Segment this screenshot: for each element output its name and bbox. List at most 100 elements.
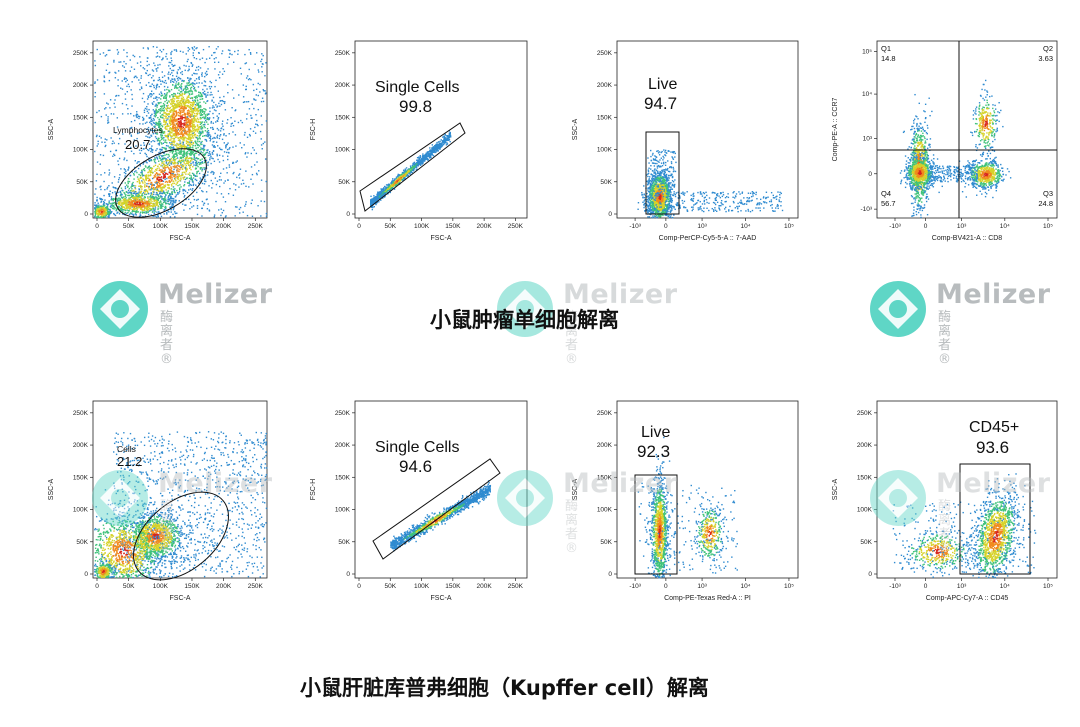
event-dot xyxy=(259,130,262,133)
event-dot xyxy=(143,144,145,146)
event-dot xyxy=(176,162,179,165)
event-dot xyxy=(175,85,178,87)
event-dot xyxy=(133,208,135,210)
event-dot xyxy=(187,119,189,121)
event-dot xyxy=(227,155,229,157)
event-dot xyxy=(191,172,194,175)
event-dot xyxy=(193,87,195,90)
event-dot xyxy=(176,212,178,214)
event-dot xyxy=(177,152,180,154)
event-dot xyxy=(197,100,199,102)
event-dot xyxy=(157,116,159,119)
event-dot xyxy=(189,120,192,122)
event-dot xyxy=(191,109,193,112)
event-dot xyxy=(206,114,209,116)
event-dot xyxy=(179,68,181,70)
event-dot xyxy=(204,130,207,132)
event-dot xyxy=(178,137,180,139)
event-dot xyxy=(129,127,132,129)
x-tick-label: 200K xyxy=(216,223,232,230)
event-dot xyxy=(385,184,388,186)
event-dot xyxy=(172,112,174,115)
event-dot xyxy=(143,111,146,114)
event-dot xyxy=(173,168,175,171)
event-dot xyxy=(177,144,179,147)
event-dot xyxy=(140,149,143,152)
event-dot xyxy=(128,205,130,207)
event-dot xyxy=(182,136,184,138)
event-dot xyxy=(164,125,167,128)
event-dot xyxy=(106,139,108,141)
event-dot xyxy=(160,110,163,112)
event-dot xyxy=(179,152,182,154)
event-dot xyxy=(197,138,199,140)
event-dot xyxy=(151,83,153,85)
event-dot xyxy=(173,157,175,160)
event-dot xyxy=(186,124,189,126)
x-tick-label: 50K xyxy=(123,223,135,230)
event-dot xyxy=(132,197,134,199)
event-dot xyxy=(143,192,146,195)
event-dot xyxy=(186,77,189,79)
event-dot xyxy=(192,128,194,130)
event-dot xyxy=(174,136,177,139)
event-dot xyxy=(94,95,96,98)
event-dot xyxy=(195,110,197,112)
event-dot xyxy=(183,80,185,83)
x-tick-label: 200K xyxy=(477,223,493,230)
event-dot xyxy=(222,168,225,170)
event-dot xyxy=(204,123,206,126)
event-dot xyxy=(189,103,192,106)
event-dot xyxy=(130,112,132,115)
event-dot xyxy=(171,200,173,202)
event-dot xyxy=(133,174,135,176)
event-dot xyxy=(206,151,209,154)
event-dot xyxy=(156,122,159,125)
event-dot xyxy=(124,193,126,195)
event-dot xyxy=(156,46,158,48)
event-dot xyxy=(168,160,171,162)
event-dot xyxy=(147,192,150,195)
event-dot xyxy=(225,167,228,169)
event-dot xyxy=(182,164,184,166)
x-tick-label: 0 xyxy=(357,223,361,230)
event-dot xyxy=(446,137,448,139)
event-dot xyxy=(147,175,150,177)
event-dot xyxy=(203,154,206,157)
event-dot xyxy=(168,112,170,115)
event-dot xyxy=(106,63,109,66)
event-dot xyxy=(245,201,247,203)
event-dot xyxy=(127,189,130,192)
event-dot xyxy=(171,69,173,72)
event-dot xyxy=(149,148,151,150)
event-dot xyxy=(252,130,255,133)
event-dot xyxy=(169,106,172,109)
event-dot xyxy=(120,168,122,170)
event-dot xyxy=(169,172,172,174)
event-dot xyxy=(127,185,129,187)
event-dot xyxy=(147,126,150,129)
event-dot xyxy=(185,151,188,154)
event-dot xyxy=(170,157,173,160)
event-dot xyxy=(96,48,98,51)
event-dot xyxy=(244,203,247,205)
event-dot xyxy=(155,68,157,70)
event-dot xyxy=(158,93,161,95)
event-dot xyxy=(179,124,182,126)
event-dot xyxy=(116,94,118,97)
event-dot xyxy=(180,175,183,177)
event-dot xyxy=(203,148,206,151)
event-dot xyxy=(161,59,163,61)
event-dot xyxy=(161,192,164,195)
event-dot xyxy=(221,73,224,75)
event-dot xyxy=(189,107,191,109)
event-dot xyxy=(188,93,191,95)
event-dot xyxy=(175,149,177,151)
event-dot xyxy=(172,102,175,104)
event-dot xyxy=(120,209,122,211)
event-dot xyxy=(120,193,123,195)
event-dot xyxy=(141,193,144,195)
event-dot xyxy=(199,168,202,170)
y-tick-label: 50K xyxy=(338,179,350,186)
event-dot xyxy=(157,174,159,176)
